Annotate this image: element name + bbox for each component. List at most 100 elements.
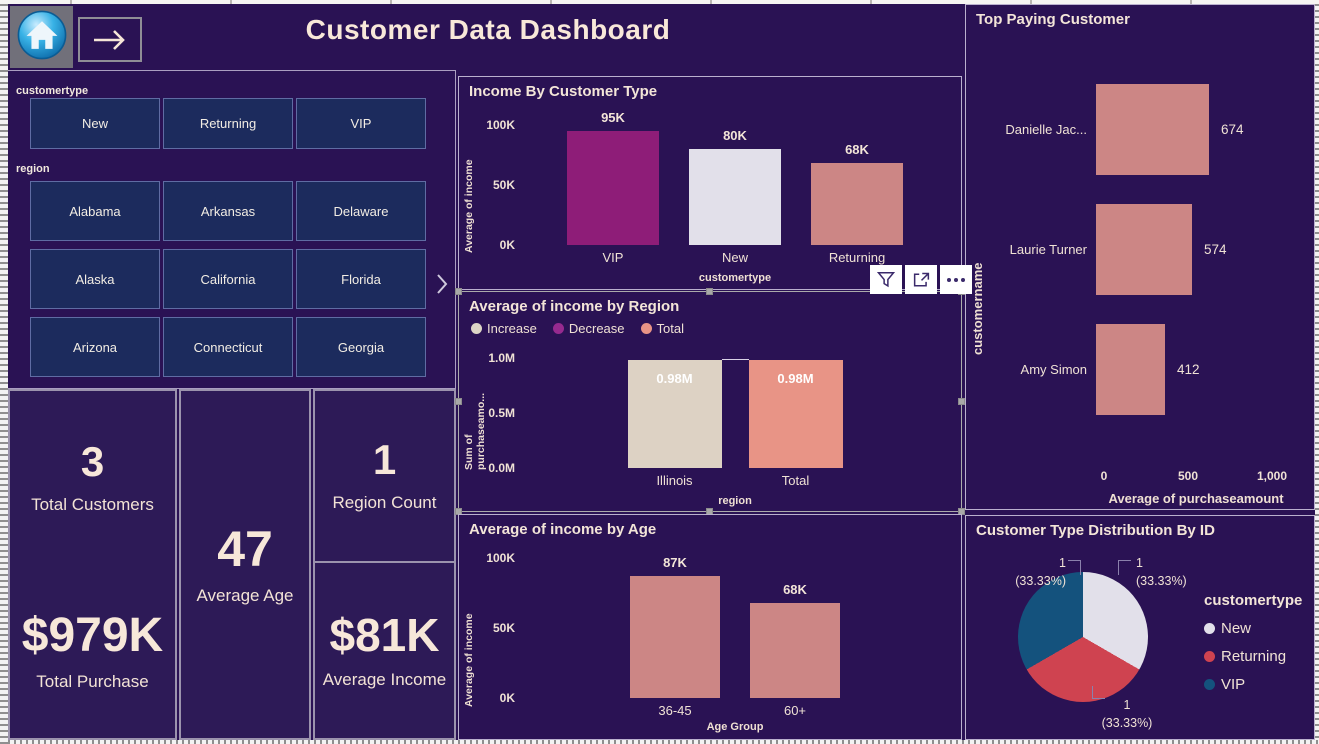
kpi-label: Total Customers bbox=[31, 495, 154, 514]
bar-Total[interactable]: 0.98M Total bbox=[748, 358, 843, 488]
region-slicer-label: region bbox=[16, 163, 50, 175]
legend-item[interactable]: Total bbox=[640, 321, 684, 336]
more-options-icon[interactable] bbox=[940, 265, 972, 294]
legend-dot bbox=[552, 323, 564, 334]
resize-handle[interactable] bbox=[455, 397, 462, 405]
customer-type-distribution-chart[interactable]: Customer Type Distribution By ID 1 (33.3… bbox=[965, 515, 1315, 740]
y-tick: 0K bbox=[499, 238, 515, 252]
legend-item[interactable]: Returning bbox=[1204, 648, 1302, 665]
chart-title: Average of income by Age bbox=[469, 521, 657, 538]
region-slicer: Alabama Arkansas Delaware Alaska California F… bbox=[30, 181, 426, 377]
pie-callout-vip: 1 (33.33%) bbox=[1015, 556, 1066, 589]
bar-row-Laurie Turner[interactable]: Laurie Turner 574 bbox=[966, 204, 1306, 295]
legend-item[interactable]: Increase bbox=[471, 321, 537, 336]
kpi-region-count[interactable]: 1 Region Count bbox=[313, 389, 456, 563]
legend-item[interactable]: Decrease bbox=[552, 321, 625, 336]
region-option[interactable]: Arkansas bbox=[163, 181, 293, 241]
legend-label: Increase bbox=[487, 321, 537, 336]
x-tick: 500 bbox=[1177, 469, 1199, 483]
region-option[interactable]: Alabama bbox=[30, 181, 160, 241]
focus-mode-icon[interactable] bbox=[905, 265, 937, 294]
bar-60+[interactable]: 68K 60+ bbox=[750, 558, 840, 718]
kpi-value: $979K bbox=[21, 608, 164, 662]
next-page-button[interactable] bbox=[78, 17, 142, 62]
region-option[interactable]: Arizona bbox=[30, 317, 160, 377]
avg-income-by-age-chart[interactable]: Average of income by Age Average of inco… bbox=[458, 514, 962, 740]
customertype-option[interactable]: VIP bbox=[296, 98, 426, 149]
customertype-option[interactable]: Returning bbox=[163, 98, 293, 149]
pie-chart[interactable] bbox=[1018, 572, 1148, 702]
y-tick: 100K bbox=[486, 551, 515, 565]
home-button[interactable] bbox=[10, 6, 73, 68]
kpi-value: 1 bbox=[372, 436, 397, 483]
region-option[interactable]: Alaska bbox=[30, 249, 160, 309]
legend-dot bbox=[1204, 679, 1215, 690]
y-tick: 0.5M bbox=[488, 406, 515, 420]
chart-title: Income By Customer Type bbox=[469, 83, 658, 100]
kpi-value: 47 bbox=[217, 520, 273, 577]
bar-row-Amy Simon[interactable]: Amy Simon 412 bbox=[966, 324, 1306, 415]
pie-callout-new: 1 (33.33%) bbox=[1136, 556, 1187, 589]
x-axis-label: region bbox=[718, 495, 752, 507]
x-axis-label: Average of purchaseamount bbox=[1108, 491, 1284, 506]
kpi-label: Region Count bbox=[332, 493, 437, 512]
region-option[interactable]: Florida bbox=[296, 249, 426, 309]
bar-plot-area: 0.98M Illinois 0.98M Total bbox=[524, 358, 946, 488]
kpi-total-customers[interactable]: 3 Total Customers bbox=[8, 389, 177, 567]
arrow-right-icon bbox=[92, 28, 128, 52]
legend-label: Returning bbox=[1221, 648, 1287, 665]
kpi-average-income[interactable]: $81K Average Income bbox=[313, 561, 456, 740]
chart-legend: Increase Decrease Total bbox=[471, 321, 684, 336]
bar-Illinois[interactable]: 0.98M Illinois bbox=[627, 358, 722, 488]
legend-label: New bbox=[1221, 620, 1252, 637]
region-option[interactable]: Delaware bbox=[296, 181, 426, 241]
callout-line bbox=[1092, 686, 1105, 699]
kpi-total-purchase[interactable]: $979K Total Purchase bbox=[8, 565, 177, 740]
legend-label: VIP bbox=[1221, 676, 1246, 693]
resize-handle[interactable] bbox=[706, 288, 713, 295]
callout-line bbox=[1068, 560, 1081, 575]
y-tick: 1.0M bbox=[488, 351, 515, 365]
top-paying-customer-chart[interactable]: Top Paying Customer customername Daniell… bbox=[965, 4, 1315, 510]
chevron-right-icon[interactable] bbox=[436, 273, 448, 300]
filter-icon[interactable] bbox=[870, 265, 902, 294]
x-axis-label: customertype bbox=[698, 272, 772, 284]
avg-income-by-region-chart[interactable]: Average of income by Region Increase Dec… bbox=[455, 288, 965, 515]
page-edge-left bbox=[0, 4, 8, 744]
callout-line bbox=[1118, 560, 1131, 575]
bar-VIP[interactable]: 95K VIP bbox=[567, 110, 659, 265]
legend-item[interactable]: VIP bbox=[1204, 676, 1302, 693]
y-axis-label: Average of income bbox=[463, 613, 475, 707]
region-option[interactable]: Connecticut bbox=[163, 317, 293, 377]
bar-row-Danielle Jac...[interactable]: Danielle Jac... 674 bbox=[966, 84, 1306, 175]
bar-Returning[interactable]: 68K Returning bbox=[811, 125, 903, 265]
legend-item[interactable]: New bbox=[1204, 620, 1302, 637]
region-option[interactable]: Georgia bbox=[296, 317, 426, 377]
y-axis-label: Average of income bbox=[463, 159, 475, 253]
y-tick: 0.0M bbox=[488, 461, 515, 475]
legend-dot bbox=[1204, 651, 1215, 662]
x-tick: 1,000 bbox=[1256, 469, 1288, 483]
legend-dot bbox=[640, 323, 652, 334]
x-axis-label: Age Group bbox=[706, 721, 764, 733]
chart-title: Customer Type Distribution By ID bbox=[976, 522, 1215, 539]
bar-New[interactable]: 80K New bbox=[689, 125, 781, 265]
customertype-option[interactable]: New bbox=[30, 98, 160, 149]
legend-dot bbox=[1204, 623, 1215, 634]
income-by-customer-type-chart[interactable]: Income By Customer Type Average of incom… bbox=[458, 76, 962, 290]
y-tick: 100K bbox=[486, 118, 515, 132]
region-option[interactable]: California bbox=[163, 249, 293, 309]
home-icon bbox=[16, 9, 68, 66]
customertype-slicer-label: customertype bbox=[16, 85, 89, 97]
kpi-average-age[interactable]: 47 Average Age bbox=[179, 389, 311, 740]
dashboard-canvas: Customer Data Dashboard customertype New… bbox=[8, 4, 1315, 740]
y-tick: 50K bbox=[492, 178, 515, 192]
kpi-value: 3 bbox=[80, 438, 105, 485]
y-tick: 50K bbox=[492, 621, 515, 635]
resize-handle[interactable] bbox=[455, 288, 462, 295]
resize-handle[interactable] bbox=[958, 397, 965, 405]
page-edge-bottom bbox=[8, 740, 1319, 744]
legend-title: customertype bbox=[1204, 592, 1303, 609]
bar-36-45[interactable]: 87K 36-45 bbox=[630, 555, 720, 718]
